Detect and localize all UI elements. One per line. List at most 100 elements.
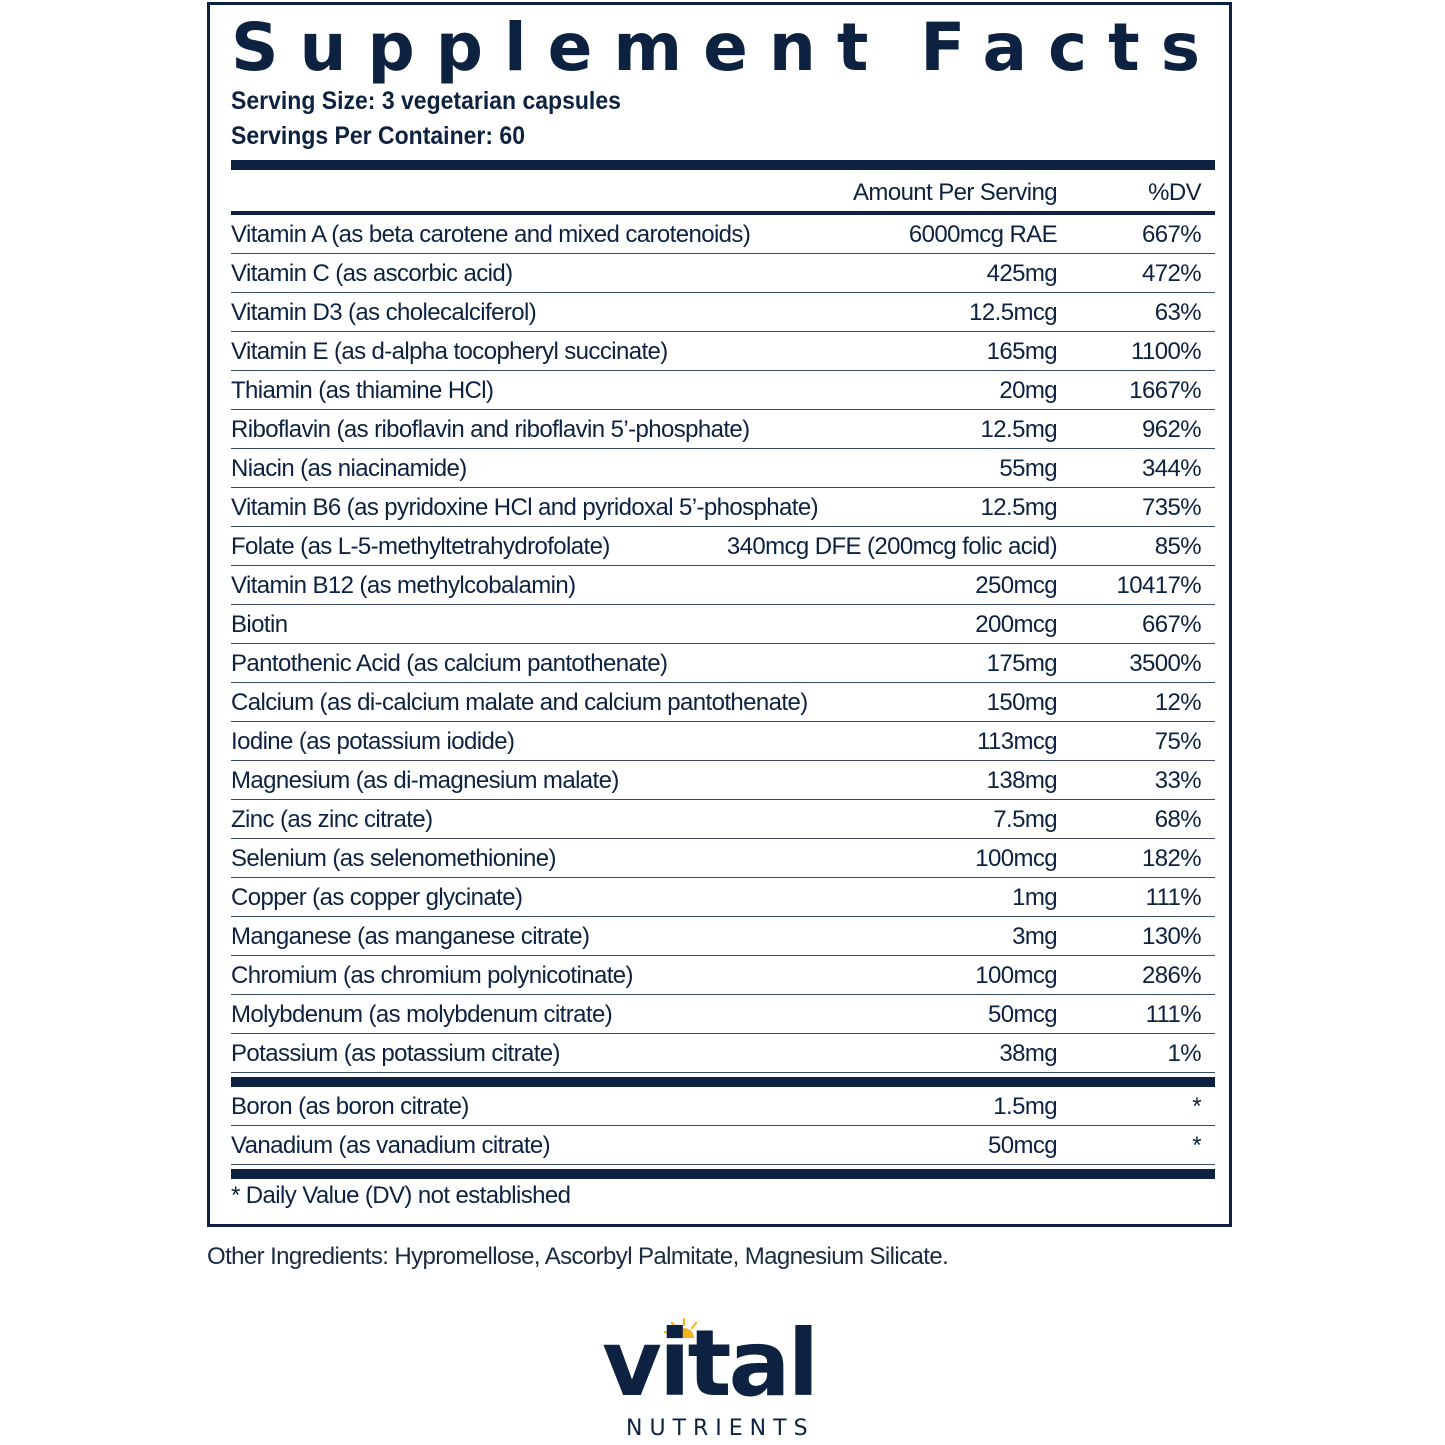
nutrient-dv: 344% bbox=[1142, 455, 1202, 482]
table-row: Vitamin B12 (as methylcobalamin) 250mcg 10… bbox=[231, 566, 1215, 605]
table-row: Vitamin C (as ascorbic acid) 425mg 472% bbox=[231, 254, 1215, 293]
table-row: Thiamin (as thiamine HCl) 20mg 1667% bbox=[231, 371, 1215, 410]
table-row: Vitamin E (as d-alpha tocopheryl succina… bbox=[231, 332, 1215, 371]
nutrient-dv: 1667% bbox=[1129, 377, 1201, 404]
nutrient-dv: 111% bbox=[1145, 1001, 1202, 1028]
nutrient-name: Boron (as boron citrate) bbox=[231, 1093, 469, 1120]
nutrient-amount: 20mg bbox=[999, 377, 1057, 404]
table-row: Pantothenic Acid (as calcium pantothenat… bbox=[231, 644, 1215, 683]
nutrient-amount: 12.5mcg bbox=[969, 299, 1057, 326]
other-ingredients: Other Ingredients: Hypromellose, Ascorby… bbox=[207, 1243, 949, 1270]
nutrient-dv: 68% bbox=[1154, 806, 1202, 833]
nutrient-dv: 472% bbox=[1142, 260, 1202, 287]
nutrient-name: Manganese (as manganese citrate) bbox=[231, 923, 590, 950]
nutrient-dv: 111% bbox=[1145, 884, 1202, 911]
nutrient-amount: 50mcg bbox=[987, 1132, 1058, 1159]
nutrient-amount: 175mg bbox=[986, 650, 1058, 677]
table-row: Chromium (as chromium polynicotinate) 100… bbox=[231, 956, 1215, 995]
nutrient-dv: 182% bbox=[1142, 845, 1202, 872]
header-divider bbox=[231, 211, 1215, 215]
nutrient-dv: 85% bbox=[1154, 533, 1202, 560]
nutrient-amount: 55mg bbox=[999, 455, 1057, 482]
nutrient-name: Biotin bbox=[231, 611, 288, 638]
thick-divider-top bbox=[231, 160, 1215, 170]
nutrient-name: Vitamin A (as beta carotene and mixed ca… bbox=[231, 221, 751, 248]
nutrient-name: Folate (as L-5-methyltetrahydrofolate) bbox=[231, 533, 610, 560]
nutrient-table: Amount Per Serving %DV Vitamin A (as bet… bbox=[231, 173, 1215, 1179]
table-row: Riboflavin (as riboflavin and riboflavin… bbox=[231, 410, 1215, 449]
nutrient-amount: 50mcg bbox=[987, 1001, 1058, 1028]
table-row: Selenium (as selenomethionine) 100mcg 182% bbox=[231, 839, 1215, 878]
nutrient-name: Potassium (as potassium citrate) bbox=[231, 1040, 561, 1067]
nutrient-name: Pantothenic Acid (as calcium pantothenat… bbox=[231, 650, 668, 677]
nutrient-amount: 138mg bbox=[986, 767, 1058, 794]
sun-icon bbox=[664, 1318, 704, 1338]
table-row: Niacin (as niacinamide) 55mg 344% bbox=[231, 449, 1215, 488]
nutrient-amount: 3mg bbox=[1012, 923, 1057, 950]
table-row: Vitamin B6 (as pyridoxine HCl and pyrido… bbox=[231, 488, 1215, 527]
nutrient-name: Selenium (as selenomethionine) bbox=[231, 845, 556, 872]
nutrient-amount: 113mcg bbox=[976, 728, 1058, 755]
nutrient-dv: 10417% bbox=[1116, 572, 1202, 599]
nutrient-amount: 38mg bbox=[999, 1040, 1057, 1067]
thick-divider-bottom bbox=[231, 1169, 1215, 1179]
nutrient-amount: 425mg bbox=[986, 260, 1058, 287]
nutrient-dv: 667% bbox=[1142, 611, 1202, 638]
nutrient-name: Vanadium (as vanadium citrate) bbox=[231, 1132, 551, 1159]
nutrient-name: Copper (as copper glycinate) bbox=[231, 884, 523, 911]
nutrient-name: Niacin (as niacinamide) bbox=[231, 455, 467, 482]
table-row: Boron (as boron citrate) 1.5mg * bbox=[231, 1087, 1215, 1126]
serving-size: Serving Size: 3 vegetarian capsules bbox=[231, 87, 621, 115]
nutrient-dv: 735% bbox=[1142, 494, 1202, 521]
logo-wordmark: vital bbox=[602, 1310, 819, 1417]
table-row: Calcium (as di-calcium malate and calciu… bbox=[231, 683, 1215, 722]
nutrient-amount: 7.5mg bbox=[993, 806, 1057, 833]
nutrient-name: Zinc (as zinc citrate) bbox=[231, 806, 433, 833]
nutrient-amount: 100mcg bbox=[975, 845, 1057, 872]
nutrient-amount: 12.5mg bbox=[980, 494, 1058, 521]
col-dv-header: %DV bbox=[1148, 179, 1201, 206]
nutrient-dv: 33% bbox=[1154, 767, 1202, 794]
table-row: Biotin 200mcg 667% bbox=[231, 605, 1215, 644]
nutrient-dv: 130% bbox=[1142, 923, 1202, 950]
table-header: Amount Per Serving %DV bbox=[231, 173, 1215, 211]
nutrient-name: Molybdenum (as molybdenum citrate) bbox=[231, 1001, 613, 1028]
thick-divider-mid bbox=[231, 1077, 1215, 1087]
title-word-supplement: Supplement bbox=[231, 9, 890, 86]
nutrient-dv: 63% bbox=[1154, 299, 1202, 326]
table-row: Folate (as L-5-methyltetrahydrofolate) 34… bbox=[231, 527, 1215, 566]
brand-logo: vital NUTRIENTS bbox=[600, 1318, 840, 1442]
table-row: Molybdenum (as molybdenum citrate) 50mcg 1… bbox=[231, 995, 1215, 1034]
table-row: Copper (as copper glycinate) 1mg 111% bbox=[231, 878, 1215, 917]
nutrient-amount: 100mcg bbox=[975, 962, 1057, 989]
logo-subtitle: NUTRIENTS bbox=[626, 1416, 815, 1441]
footnote: * Daily Value (DV) not established bbox=[231, 1182, 571, 1209]
table-row: Manganese (as manganese citrate) 3mg 130% bbox=[231, 917, 1215, 956]
nutrient-amount: 340mcg DFE (200mcg folic acid) bbox=[726, 533, 1058, 560]
nutrient-name: Iodine (as potassium iodide) bbox=[231, 728, 515, 755]
supplement-facts-panel: Supplement Facts Serving Size: 3 vegetar… bbox=[207, 2, 1232, 1227]
dv-rows: Vitamin A (as beta carotene and mixed ca… bbox=[231, 215, 1215, 1073]
nutrient-name: Vitamin C (as ascorbic acid) bbox=[231, 260, 513, 287]
nutrient-name: Vitamin B12 (as methylcobalamin) bbox=[231, 572, 576, 599]
nutrient-amount: 250mcg bbox=[975, 572, 1057, 599]
col-amount-header: Amount Per Serving bbox=[853, 179, 1058, 206]
nutrient-name: Calcium (as di-calcium malate and calciu… bbox=[231, 689, 808, 716]
nutrient-name: Vitamin E (as d-alpha tocopheryl succina… bbox=[231, 338, 668, 365]
table-row: Potassium (as potassium citrate) 38mg 1% bbox=[231, 1034, 1215, 1073]
table-row: Magnesium (as di-magnesium malate) 138mg 3… bbox=[231, 761, 1215, 800]
table-row: Vitamin A (as beta carotene and mixed ca… bbox=[231, 215, 1215, 254]
nutrient-amount: 165mg bbox=[986, 338, 1058, 365]
table-row: Vanadium (as vanadium citrate) 50mcg * bbox=[231, 1126, 1215, 1165]
servings-per-container: Servings Per Container: 60 bbox=[231, 122, 525, 150]
nutrient-dv: 1100% bbox=[1131, 338, 1202, 365]
table-row: Vitamin D3 (as cholecalciferol) 12.5mcg 63… bbox=[231, 293, 1215, 332]
nutrient-amount: 1.5mg bbox=[993, 1093, 1057, 1120]
nutrient-dv: 12% bbox=[1154, 689, 1202, 716]
nutrient-dv: 962% bbox=[1142, 416, 1202, 443]
table-row: Zinc (as zinc citrate) 7.5mg 68% bbox=[231, 800, 1215, 839]
nutrient-amount: 12.5mg bbox=[980, 416, 1058, 443]
nutrient-name: Chromium (as chromium polynicotinate) bbox=[231, 962, 634, 989]
nutrient-dv: * bbox=[1192, 1132, 1201, 1159]
nutrient-name: Riboflavin (as riboflavin and riboflavin… bbox=[231, 416, 750, 443]
